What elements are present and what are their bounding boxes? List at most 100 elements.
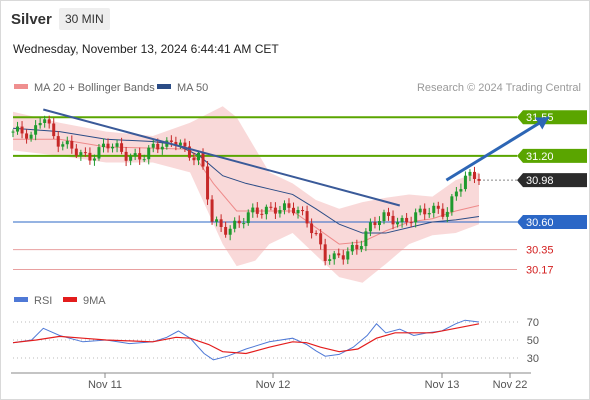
candle-body [332, 253, 336, 260]
candle-body [106, 143, 110, 149]
candle-body [215, 219, 219, 222]
candle-body [414, 212, 418, 223]
x-tick-label: Nov 11 [88, 379, 122, 391]
candle-body [368, 222, 372, 232]
candle-body [305, 211, 309, 224]
candle-body [147, 147, 151, 160]
candle-body [206, 166, 210, 200]
candle-body [233, 220, 237, 229]
candle-body [427, 213, 431, 215]
downtrend-line [43, 108, 401, 207]
candle-body [251, 207, 255, 213]
candle-body [210, 199, 214, 222]
candle-body [88, 152, 92, 161]
level-label: 30.17 [526, 264, 554, 276]
candle-body [201, 152, 205, 167]
candle-body [409, 222, 413, 224]
level-tag [517, 215, 587, 230]
candle-body [405, 217, 409, 223]
candle-body [246, 212, 250, 224]
forecast-arrow [445, 115, 550, 182]
legend-swatch [14, 84, 28, 89]
candle-body [187, 146, 191, 158]
candle-body [52, 123, 56, 137]
candle-body [34, 125, 38, 135]
candle-body [11, 131, 15, 133]
candle-body [454, 191, 458, 197]
candle-body [436, 205, 440, 209]
candle-body [387, 212, 391, 216]
level-tag [517, 110, 587, 125]
candle-body [65, 140, 69, 145]
forecast-arrowhead [535, 117, 549, 130]
candle-body [382, 212, 386, 222]
legend-swatch [157, 84, 171, 89]
candle-body [156, 143, 160, 150]
candle-body [445, 211, 449, 217]
candle-body [237, 220, 241, 224]
candle-body [441, 208, 445, 217]
candle-body [20, 126, 24, 134]
rsi-tick-label: 50 [527, 335, 539, 347]
candle-body [151, 143, 155, 148]
level-label: 30.98 [526, 175, 554, 187]
rsi-tick-label: 70 [527, 317, 539, 329]
candle-body [337, 253, 341, 256]
candle-body [418, 208, 422, 213]
x-tick-label: Nov 12 [256, 379, 291, 391]
candle-body [129, 156, 133, 161]
candle-body [70, 140, 74, 149]
candle-body [196, 152, 200, 161]
timeframe-badge[interactable]: 30 MIN [59, 8, 110, 30]
candle-body [282, 203, 286, 211]
level-label: 31.20 [526, 151, 554, 163]
candle-body [29, 134, 33, 139]
candle-body [38, 122, 42, 126]
candle-body [178, 142, 182, 146]
candle-body [224, 226, 228, 235]
candle-body [391, 215, 395, 225]
legend-label: MA 20 + Bollinger Bands [34, 82, 155, 94]
rsi-legend-label: RSI [34, 295, 52, 307]
candle-body [264, 206, 268, 215]
candle-body [319, 233, 323, 245]
candle-body [423, 208, 427, 215]
candle-body [346, 251, 350, 260]
candle-body [83, 152, 87, 154]
candle-body [373, 222, 377, 226]
candle-body [459, 189, 463, 192]
instrument-title: Silver [11, 11, 52, 28]
rsi-ma-line [12, 323, 480, 355]
candle-body [269, 206, 273, 208]
candle-body [355, 244, 359, 250]
candle-body [310, 223, 314, 234]
candle-body [174, 141, 178, 146]
candle-body [142, 159, 146, 161]
rsi-legend-swatch [14, 297, 28, 302]
candle-body [323, 244, 327, 261]
source-credit: Research © 2024 Trading Central [417, 82, 581, 94]
candle-body [133, 153, 137, 157]
level-label: 30.35 [526, 245, 554, 257]
candle-body [296, 209, 300, 214]
rsi-legend-swatch [63, 297, 77, 302]
candle-body [377, 221, 381, 226]
candle-body [101, 143, 105, 148]
candle-body [120, 143, 124, 152]
level-label: 30.60 [526, 217, 554, 229]
candle-body [192, 157, 196, 161]
candle-body [56, 136, 60, 147]
candle-body [92, 158, 96, 161]
candle-body [364, 231, 368, 247]
candle-body [61, 144, 65, 147]
candle-body [314, 233, 318, 235]
candle-body [341, 255, 345, 260]
candle-body [450, 196, 454, 212]
candle-body [242, 223, 246, 225]
candle-body [477, 178, 481, 181]
candle-body [292, 207, 296, 214]
candle-body [25, 133, 29, 139]
candle-body [16, 126, 20, 132]
